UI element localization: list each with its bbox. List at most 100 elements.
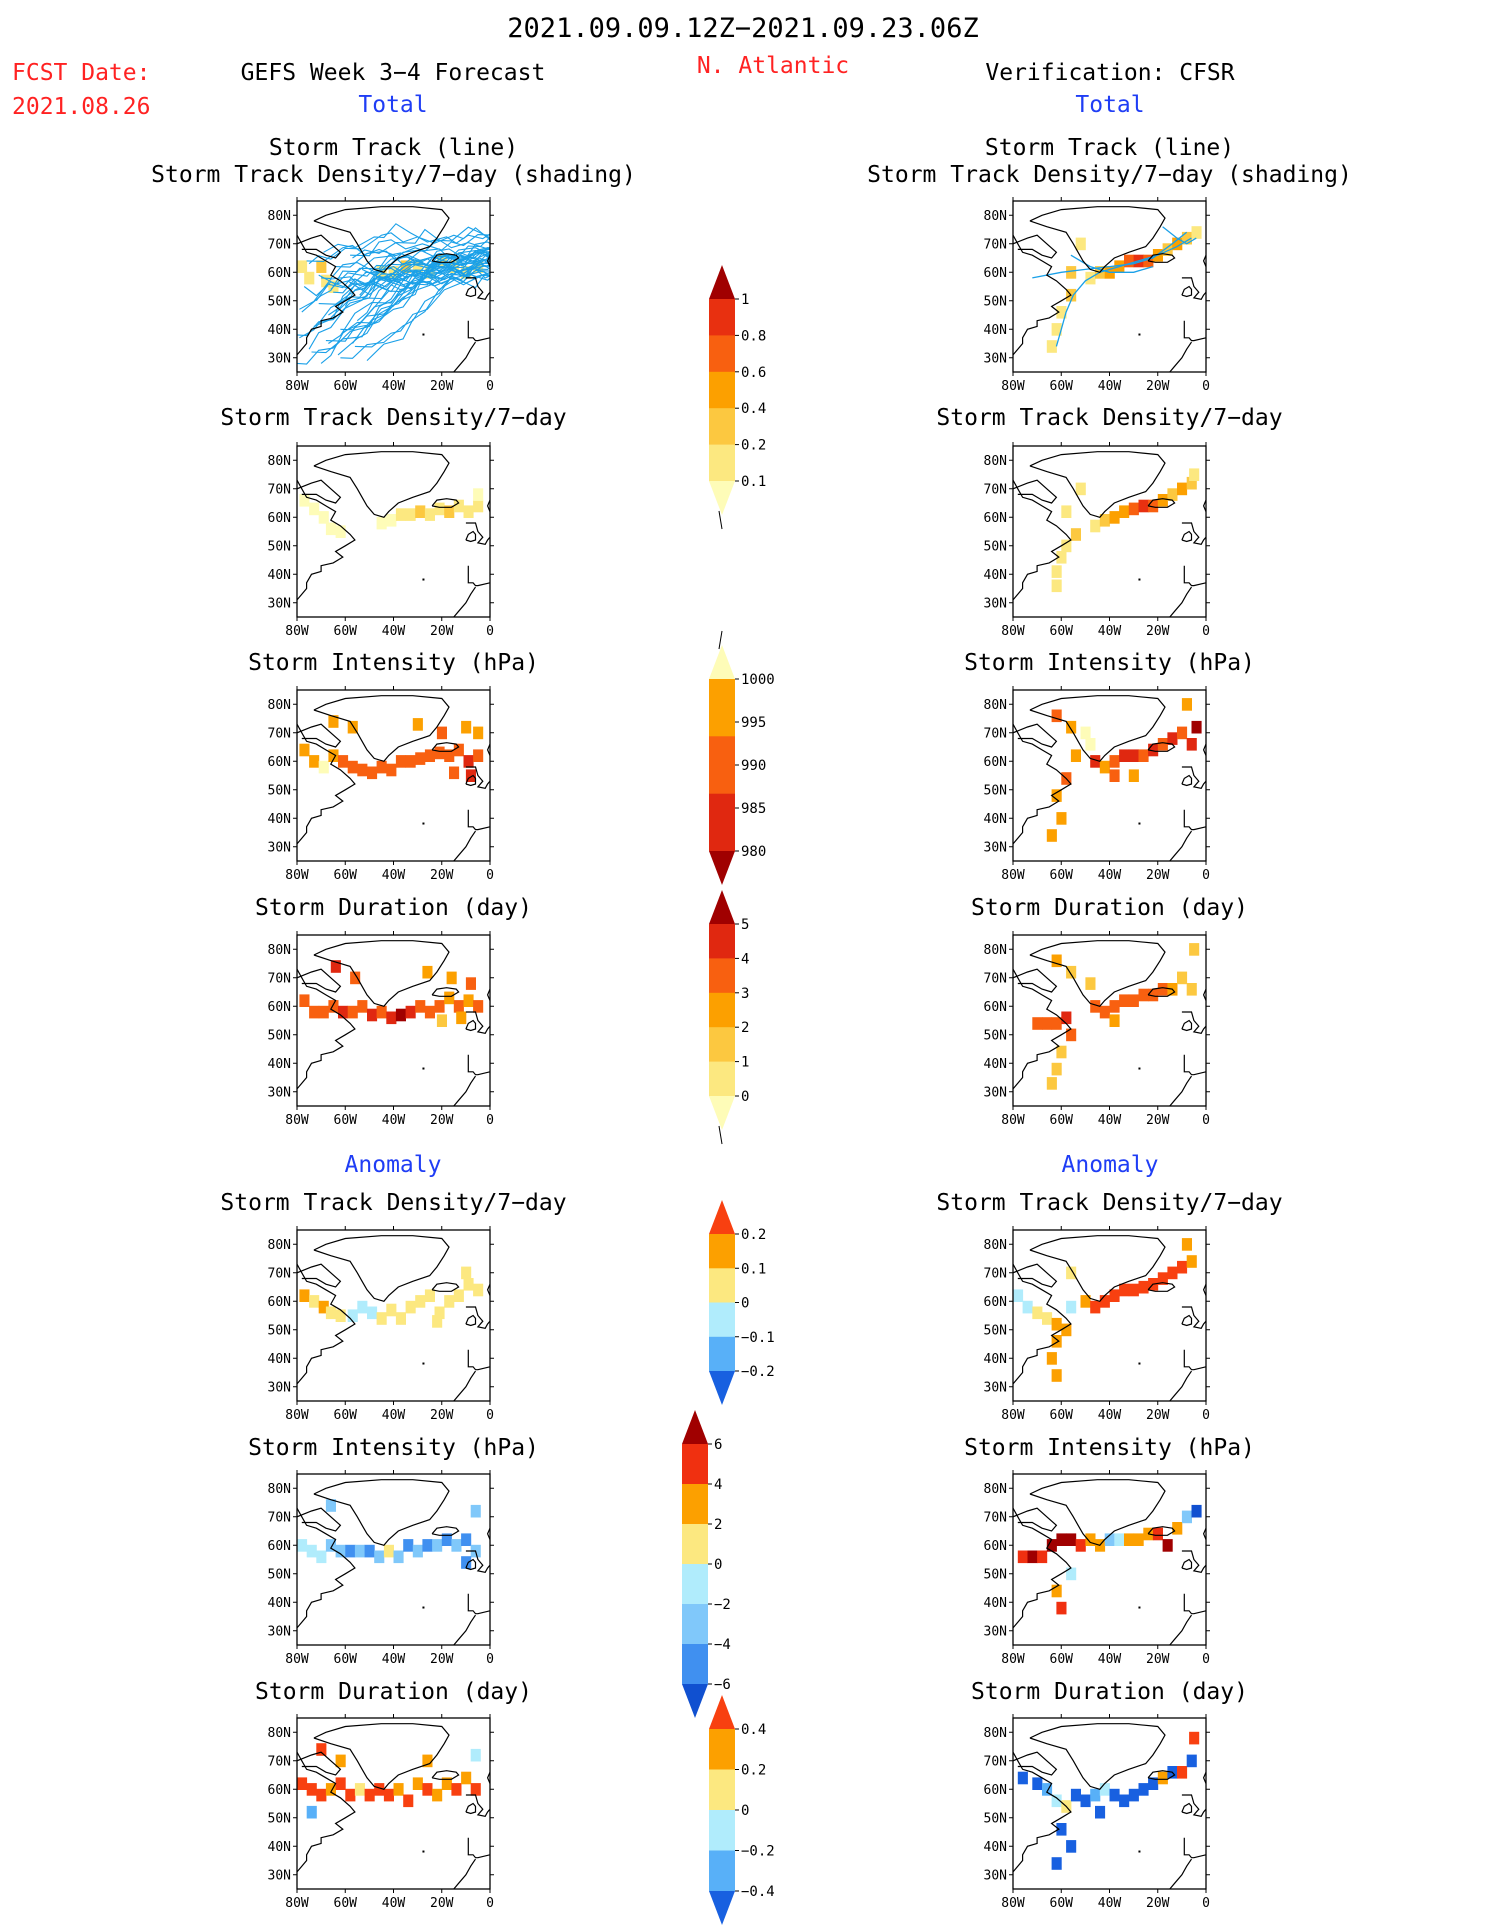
lat-tick-label: 30N — [268, 1624, 291, 1639]
azores-dot — [1138, 333, 1141, 336]
data-cell — [1075, 482, 1086, 496]
coastline — [1169, 830, 1192, 861]
lat-tick-label: 30N — [984, 1085, 1007, 1100]
lat-tick-label: 50N — [984, 539, 1007, 554]
data-cell — [376, 1312, 387, 1325]
storm-track-line — [308, 269, 490, 350]
coastline — [465, 277, 490, 300]
panel-title: Storm Track (line) — [985, 135, 1234, 161]
data-cell — [1109, 1289, 1120, 1302]
coastline — [486, 254, 490, 267]
coastline — [1029, 1723, 1166, 1790]
data-cell — [453, 1289, 464, 1302]
colorbar-label: 0 — [741, 1089, 749, 1105]
data-cell — [338, 1005, 349, 1019]
coastline — [1013, 479, 1072, 602]
data-cell — [395, 508, 406, 521]
data-cell — [306, 1805, 317, 1819]
lon-tick-label: 40W — [1098, 868, 1122, 883]
data-cell — [1181, 1238, 1192, 1251]
colorbar-segment — [709, 1850, 735, 1892]
data-cell — [1066, 1533, 1077, 1546]
lon-tick-label: 80W — [285, 1896, 309, 1911]
coastline — [1183, 565, 1206, 587]
coastline — [1181, 1802, 1193, 1815]
colorbar-segment — [709, 1268, 735, 1304]
lat-tick-label: 30N — [984, 596, 1007, 611]
lat-tick-label: 50N — [984, 1028, 1007, 1043]
colorbar-segment — [709, 1061, 735, 1097]
coastline — [486, 988, 490, 1001]
region-title: N. Atlantic — [697, 53, 849, 79]
coastline — [1013, 1263, 1058, 1288]
data-cell — [436, 1014, 447, 1027]
lon-tick-label: 80W — [1001, 1652, 1025, 1667]
panel-title: Storm Track Density/7−day (shading) — [151, 162, 636, 188]
map-inner — [297, 1474, 490, 1645]
data-cell — [1181, 698, 1192, 711]
lat-tick-label: 80N — [984, 943, 1007, 958]
storm-track-line — [352, 269, 490, 344]
lat-tick-label: 30N — [984, 840, 1007, 855]
data-cell — [1080, 726, 1091, 740]
colorbar-segment — [709, 408, 735, 446]
lon-tick-label: 60W — [334, 868, 358, 883]
data-cell — [1051, 565, 1062, 578]
data-cell — [451, 1783, 462, 1796]
lat-tick-label: 70N — [268, 726, 291, 741]
cfsr-title: Verification: CFSR — [985, 60, 1234, 86]
azores-dot — [422, 333, 425, 336]
colorbar-label: 0.2 — [741, 1763, 766, 1779]
data-cell — [393, 1783, 404, 1796]
azores-dot — [1138, 1850, 1141, 1853]
data-cell — [328, 715, 339, 728]
azores-dot — [422, 1362, 425, 1365]
data-cell — [1148, 1777, 1159, 1790]
data-cell — [1177, 1766, 1188, 1779]
coastline — [297, 1751, 342, 1776]
data-cell — [1177, 971, 1188, 985]
gefs-title: GEFS Week 3−4 Forecast — [241, 60, 546, 86]
colorbar-label: 4 — [714, 1477, 722, 1493]
data-cell — [1080, 1295, 1091, 1308]
data-cell — [1056, 1823, 1067, 1836]
coastline — [1181, 1019, 1193, 1032]
data-cell — [461, 1771, 472, 1785]
data-cell — [1167, 488, 1178, 501]
data-cell — [1157, 494, 1168, 507]
data-cell — [1032, 1306, 1043, 1320]
gefs-total-label: Total — [358, 92, 427, 118]
lat-tick-label: 40N — [984, 1596, 1007, 1611]
data-cell — [1051, 709, 1062, 723]
coastline — [297, 479, 356, 602]
coastline — [1169, 341, 1192, 372]
data-cell — [1128, 769, 1139, 782]
data-cell — [376, 760, 387, 774]
coastline — [465, 1019, 477, 1032]
panel-title: Storm Intensity (hPa) — [248, 1435, 539, 1461]
coastline — [465, 1558, 477, 1571]
data-cell — [309, 1295, 320, 1308]
azores-dot — [1138, 578, 1141, 581]
coastline — [1183, 1349, 1206, 1371]
lon-tick-label: 0 — [486, 624, 494, 639]
colorbar-label: 995 — [741, 715, 766, 731]
lat-tick-label: 30N — [268, 596, 291, 611]
lat-tick-label: 30N — [984, 351, 1007, 366]
data-cell — [444, 749, 455, 762]
colorbar-segment — [709, 1302, 735, 1338]
lat-tick-label: 70N — [984, 726, 1007, 741]
data-cell — [350, 971, 361, 985]
data-cell — [1051, 1317, 1062, 1331]
data-cell — [1167, 732, 1178, 745]
data-cell — [1090, 755, 1101, 768]
data-cell — [325, 1306, 336, 1320]
colorbar-segment — [709, 299, 735, 336]
lat-tick-label: 60N — [268, 1539, 291, 1554]
data-cell — [1090, 1300, 1101, 1314]
data-cell — [354, 1544, 365, 1558]
lat-tick-label: 50N — [984, 294, 1007, 309]
colorbars-layer: 10.80.60.40.20.110009959909859805432100.… — [682, 265, 775, 1925]
cfsr-total-label: Total — [1075, 92, 1144, 118]
data-cell — [424, 508, 435, 521]
